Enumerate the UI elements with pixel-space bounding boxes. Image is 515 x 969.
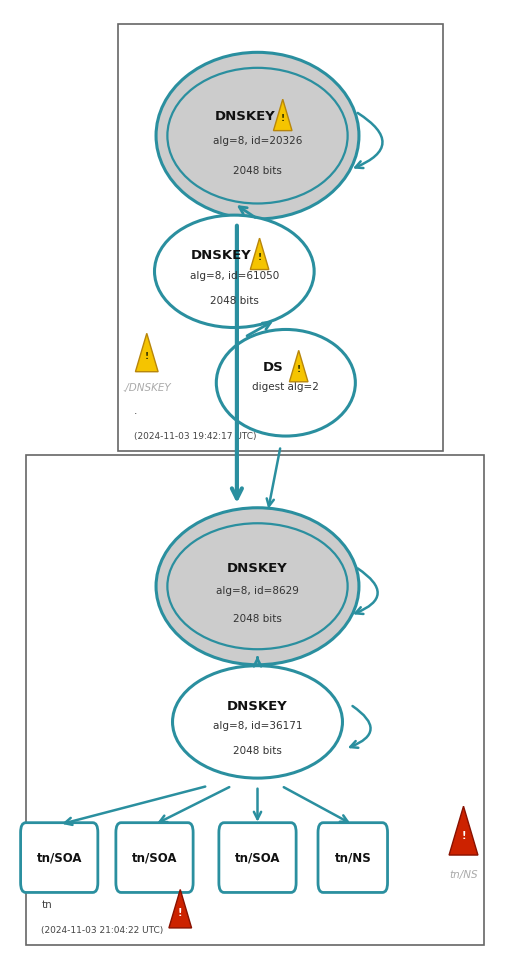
Text: !: !: [258, 253, 262, 262]
FancyBboxPatch shape: [116, 823, 193, 892]
FancyBboxPatch shape: [318, 823, 388, 892]
Ellipse shape: [167, 523, 348, 649]
Text: tn/SOA: tn/SOA: [132, 851, 177, 864]
Polygon shape: [449, 806, 478, 855]
Text: 2048 bits: 2048 bits: [233, 166, 282, 176]
Polygon shape: [289, 351, 308, 382]
Text: tn: tn: [41, 900, 52, 910]
Polygon shape: [135, 333, 158, 372]
Polygon shape: [273, 99, 292, 131]
Text: DNSKEY: DNSKEY: [191, 249, 252, 262]
Text: alg=8, id=61050: alg=8, id=61050: [190, 270, 279, 281]
Ellipse shape: [154, 215, 314, 328]
Ellipse shape: [167, 68, 348, 203]
Text: alg=8, id=20326: alg=8, id=20326: [213, 136, 302, 146]
Text: tn/SOA: tn/SOA: [235, 851, 280, 864]
Text: alg=8, id=36171: alg=8, id=36171: [213, 721, 302, 732]
Text: !: !: [145, 353, 149, 361]
Text: !: !: [281, 114, 285, 123]
Polygon shape: [169, 890, 192, 928]
Text: !: !: [178, 908, 182, 918]
Text: tn/SOA: tn/SOA: [37, 851, 82, 864]
Text: (2024-11-03 21:04:22 UTC): (2024-11-03 21:04:22 UTC): [41, 926, 163, 935]
Text: 2048 bits: 2048 bits: [210, 296, 259, 305]
Text: (2024-11-03 19:42:17 UTC): (2024-11-03 19:42:17 UTC): [134, 432, 256, 441]
FancyBboxPatch shape: [21, 823, 98, 892]
Text: 2048 bits: 2048 bits: [233, 746, 282, 756]
FancyBboxPatch shape: [219, 823, 296, 892]
Ellipse shape: [156, 508, 359, 665]
Polygon shape: [250, 238, 269, 269]
Ellipse shape: [216, 329, 355, 436]
Ellipse shape: [173, 666, 342, 778]
Text: 2048 bits: 2048 bits: [233, 614, 282, 624]
Text: tn/NS: tn/NS: [334, 851, 371, 864]
Text: digest alg=2: digest alg=2: [252, 382, 319, 392]
FancyBboxPatch shape: [118, 24, 443, 451]
Text: DNSKEY: DNSKEY: [227, 562, 288, 576]
Text: ./DNSKEY: ./DNSKEY: [123, 383, 171, 392]
Text: !: !: [461, 831, 466, 841]
Text: DNSKEY: DNSKEY: [214, 110, 275, 123]
Text: !: !: [297, 365, 301, 374]
Text: DS: DS: [263, 361, 283, 374]
Ellipse shape: [156, 52, 359, 219]
Text: alg=8, id=8629: alg=8, id=8629: [216, 586, 299, 596]
Text: DNSKEY: DNSKEY: [227, 700, 288, 712]
FancyBboxPatch shape: [26, 455, 484, 945]
Text: .: .: [134, 406, 138, 416]
Text: tn/NS: tn/NS: [449, 870, 478, 880]
